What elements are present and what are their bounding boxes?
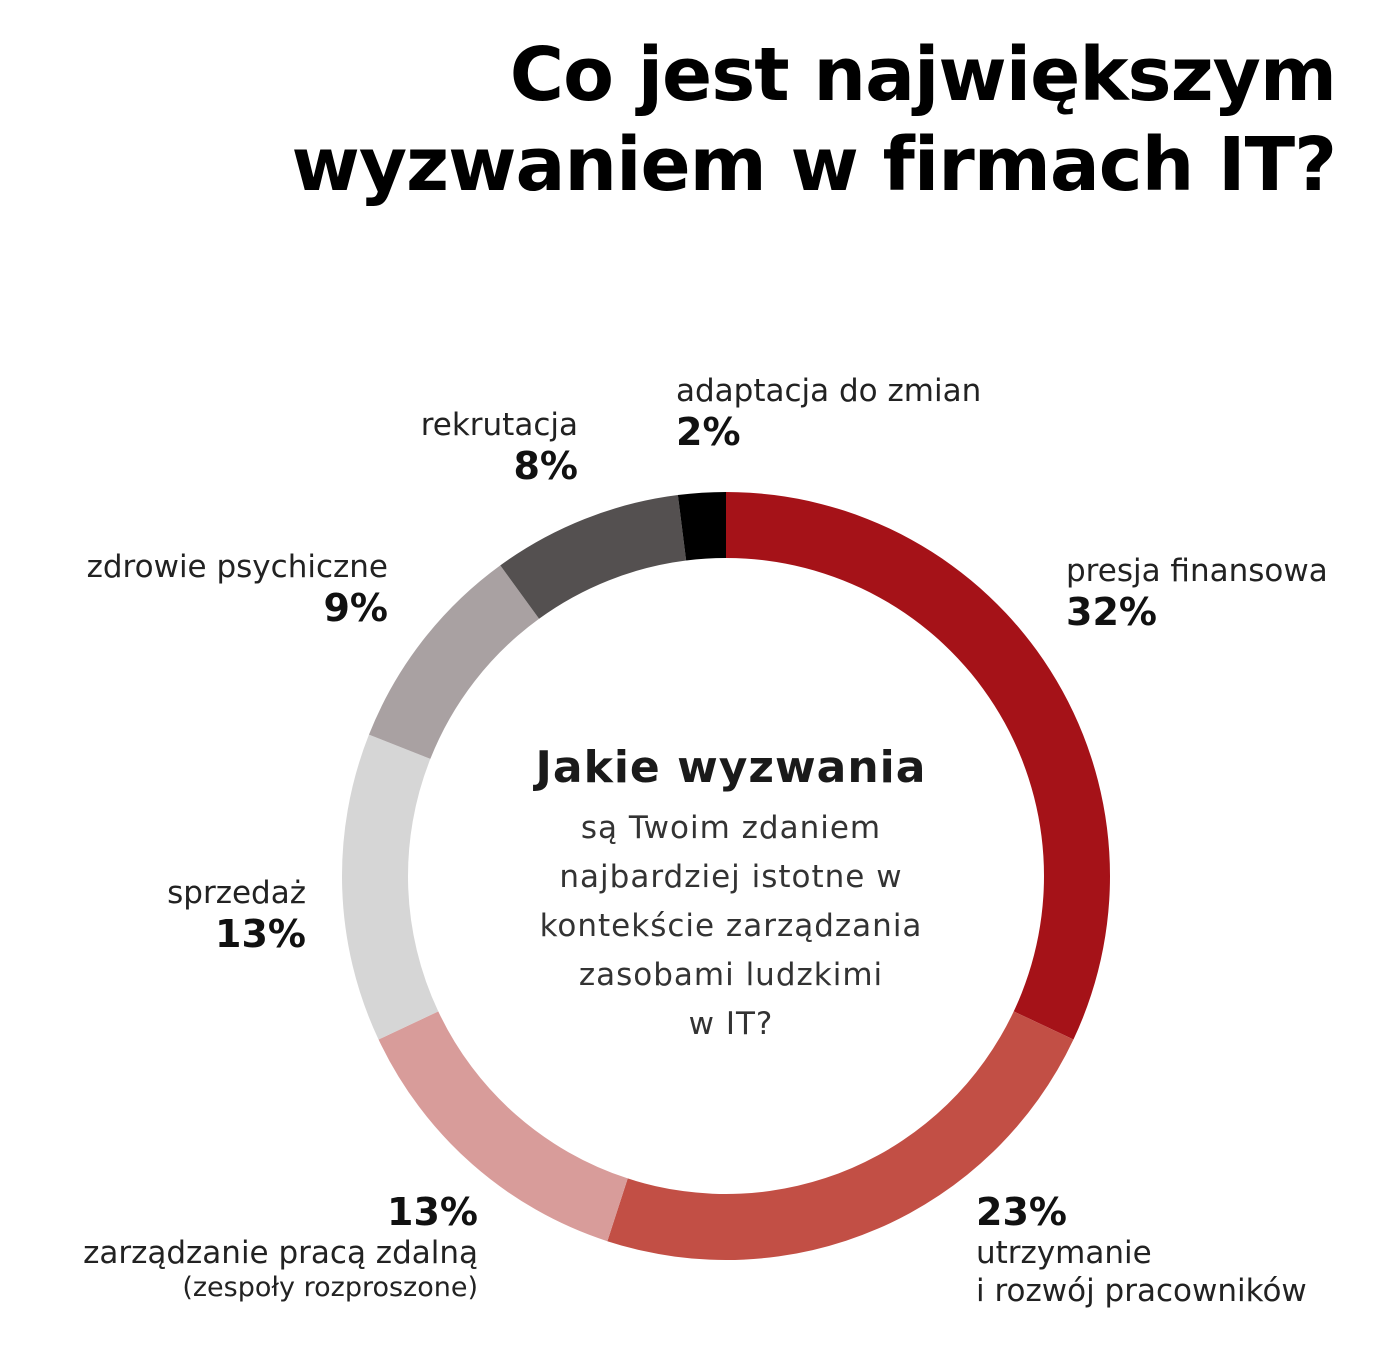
label-sprzedaz: sprzedaż 13% (167, 874, 306, 956)
center-question-title: Jakie wyzwania (535, 742, 927, 793)
label-presja-name: presja finansowa (1066, 553, 1328, 589)
center-description-line: kontekście zarządzania (539, 908, 923, 944)
center-description-line: są Twoim zdaniem (580, 810, 882, 846)
chart-title-line-1: Co jest największym (509, 32, 1337, 118)
donut-slice-4 (342, 734, 439, 1040)
chart-title-line-2: wyzwaniem w firmach IT? (291, 122, 1337, 208)
label-utrzymanie-line1: utrzymanie (976, 1235, 1152, 1271)
donut-slice-5 (368, 565, 540, 759)
label-presja-pct: 32% (1066, 590, 1157, 634)
label-presja: presja finansowa 32% (1066, 552, 1328, 634)
label-zdrowie-name: zdrowie psychiczne (86, 549, 388, 585)
label-zdrowie-pct: 9% (323, 586, 388, 630)
chart-title: Co jest największym wyzwaniem w firmach … (136, 30, 1337, 210)
label-rekrutacja: rekrutacja 8% (421, 406, 578, 488)
label-zdrowie: zdrowie psychiczne 9% (87, 548, 388, 630)
donut-slice-1 (726, 492, 1110, 1040)
label-adaptacja-name: adaptacja do zmian (676, 373, 982, 409)
center-description-line: zasobami ludzkimi (578, 957, 884, 993)
label-rekrutacja-pct: 8% (513, 444, 578, 488)
label-adaptacja: adaptacja do zmian 2% (676, 372, 981, 454)
label-utrzymanie: 23% utrzymanie i rozwój pracowników (976, 1190, 1307, 1310)
label-zdalna-line2: (zespoły rozproszone) (182, 1272, 478, 1303)
label-zdalna: 13% zarządzanie pracą zdalną (zespoły ro… (83, 1190, 478, 1304)
label-sprzedaz-pct: 13% (215, 912, 306, 956)
donut-slice-7 (677, 492, 726, 561)
label-sprzedaz-name: sprzedaż (167, 875, 306, 911)
label-zdalna-line1: zarządzanie pracą zdalną (83, 1235, 478, 1271)
label-adaptacja-pct: 2% (676, 410, 741, 454)
label-utrzymanie-line2: i rozwój pracowników (976, 1273, 1307, 1309)
center-description-line: w IT? (688, 1006, 774, 1042)
donut-slice-6 (500, 495, 687, 619)
donut-slice-3 (378, 1011, 628, 1242)
donut-slice-2 (607, 1011, 1074, 1260)
center-question: Jakie wyzwania są Twoim zdaniem najbardz… (426, 740, 1036, 1049)
label-utrzymanie-pct: 23% (976, 1190, 1067, 1234)
center-description-line: najbardziej istotne w (559, 859, 903, 895)
donut-slices (342, 492, 1110, 1260)
label-rekrutacja-name: rekrutacja (420, 407, 578, 443)
label-zdalna-pct: 13% (387, 1190, 478, 1234)
